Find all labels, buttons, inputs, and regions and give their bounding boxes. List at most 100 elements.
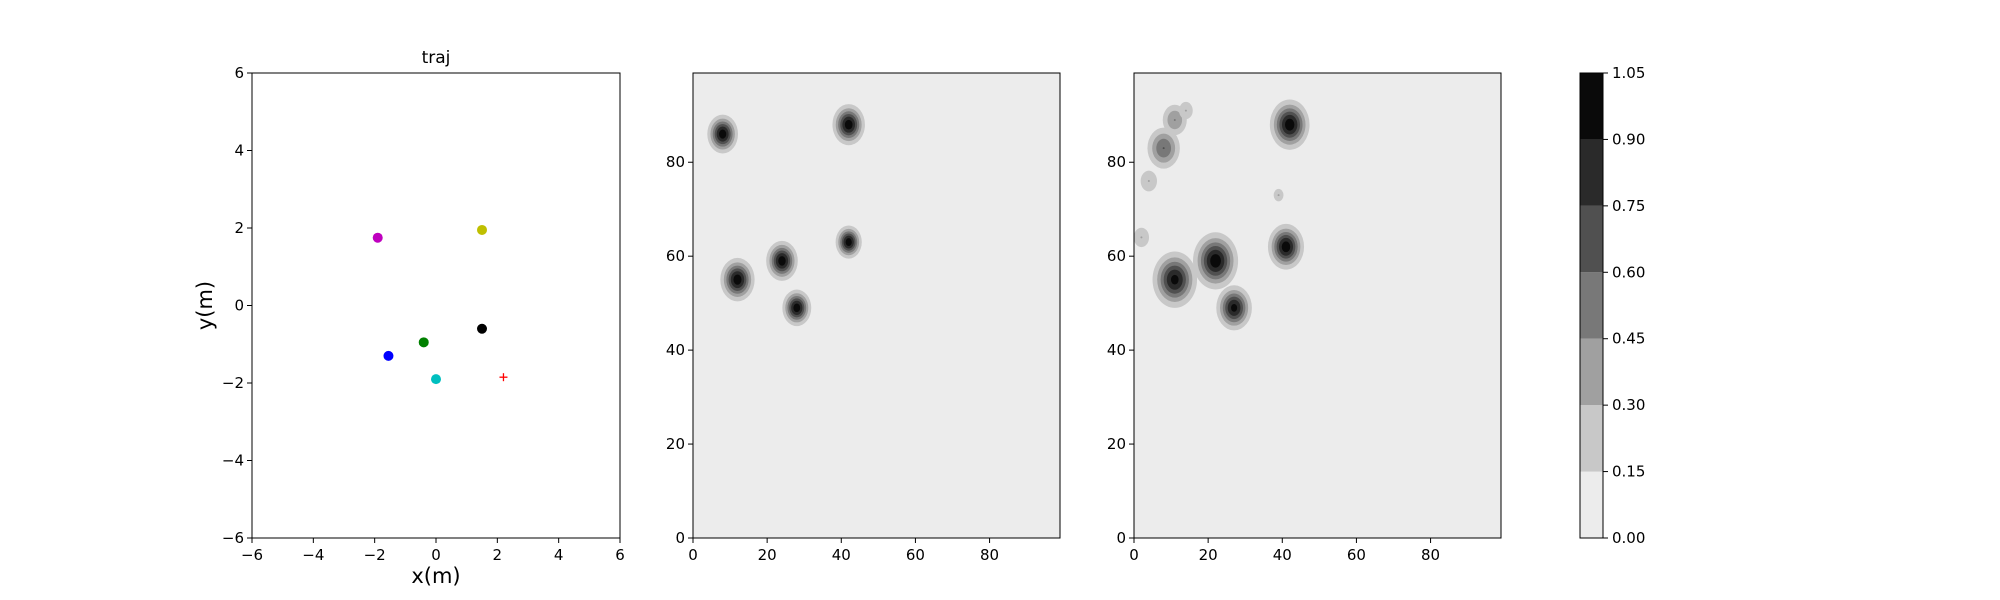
obstacle-blob [782,289,812,327]
x-tick-label: 0 [1129,546,1139,564]
contour-level [1147,180,1150,183]
map2-ticks: 0 20 40 60 80 0 20 40 60 80 [1107,153,1440,564]
map2-background [1134,73,1501,538]
colorbar-band [1580,338,1603,406]
map1-background [693,73,1060,538]
x-tick-label: 20 [758,546,777,564]
y-tick-label: 20 [1107,435,1126,453]
contour-level [719,129,727,139]
x-tick-label: −6 [241,546,263,564]
colorbar-tick-label: 0.90 [1612,130,1645,148]
contour-level [845,238,852,246]
y-tick-label: 2 [234,219,244,237]
colorbar-band [1580,471,1603,538]
obstacle-blob [1179,101,1193,120]
colorbar-tick-label: 0.75 [1612,197,1645,215]
y-tick-label: 6 [234,64,244,82]
y-tick-label: 60 [1107,247,1126,265]
traj-points [372,224,508,385]
y-tick-label: 80 [1107,153,1126,171]
obstacle-blob [1152,251,1198,308]
contour-level [1170,274,1179,285]
map1-ticks: 0 20 40 60 80 0 20 40 60 80 [666,153,999,564]
y-tick-label: 40 [1107,341,1126,359]
colorbar-tick-label: 0.60 [1612,263,1645,281]
obstacle-blob [766,240,798,281]
goal-marker [499,373,508,382]
y-tick-label: 0 [1116,529,1126,547]
y-tick-label: −4 [222,452,244,470]
colorbar-band [1580,139,1603,206]
colorbar-band [1580,73,1603,140]
contour-level [1162,147,1165,150]
contour-level [844,119,853,130]
contour-level [733,274,742,285]
colorbar-band [1580,205,1603,273]
map2-axes-frame [1133,72,1502,539]
colorbar-band [1580,405,1603,472]
map-panel-1: 0 20 40 60 80 0 20 40 60 80 [666,72,1061,564]
contour-level [778,256,786,266]
y-tick-label: 80 [666,153,685,171]
obstacle-blob [1267,223,1305,270]
x-tick-label: 80 [1421,546,1440,564]
obstacle-blob [835,225,862,259]
agent-point [418,337,429,348]
colorbar-band [1580,272,1603,339]
y-tick-label: −6 [222,529,244,547]
x-tick-label: 4 [554,546,564,564]
y-tick-label: −2 [222,374,244,392]
contour-level [793,303,801,313]
obstacle-blob [832,104,865,146]
colorbar-bands [1580,73,1603,538]
y-tick-label: 4 [234,142,244,160]
x-tick-label: 40 [832,546,851,564]
map-panel-2: 0 20 40 60 80 0 20 40 60 80 [1107,72,1502,564]
agent-point [477,323,487,334]
x-tick-label: 60 [1347,546,1366,564]
colorbar-ticks: 0.00 0.15 0.30 0.45 0.60 0.75 0.90 1.05 [1603,64,1645,547]
colorbar-tick-label: 0.15 [1612,463,1645,481]
obstacle-blob [1269,99,1310,150]
x-tick-label: 0 [431,546,441,564]
y-tick-label: 60 [666,247,685,265]
colorbar-frame [1579,72,1604,539]
y-tick-label: 0 [675,529,685,547]
colorbar: 0.00 0.15 0.30 0.45 0.60 0.75 0.90 1.05 [1579,64,1645,547]
contour-level [1231,303,1238,312]
obstacle-blob [1147,127,1180,169]
traj-xlabel: x(m) [411,564,460,588]
x-tick-label: −4 [302,546,324,564]
x-tick-label: −2 [364,546,386,564]
traj-ylabel: y(m) [193,281,217,330]
obstacle-blob [707,114,739,154]
x-tick-label: 60 [906,546,925,564]
x-tick-label: 40 [1273,546,1292,564]
obstacle-blob [720,257,755,302]
contour-level [1277,194,1280,197]
obstacle-blob [1133,227,1150,248]
x-tick-label: 20 [1199,546,1218,564]
agent-point [372,232,383,243]
traj-axes-frame [251,72,621,539]
colorbar-tick-label: 0.30 [1612,396,1645,414]
traj-title: traj [422,48,451,68]
agent-point [431,374,441,385]
contour-level [1285,118,1295,131]
map2-blobs [1133,99,1310,331]
obstacle-blob [1273,188,1284,202]
agent-point [477,224,487,235]
colorbar-tick-label: 0.00 [1612,529,1645,547]
contour-level [1173,118,1176,121]
y-tick-label: 40 [666,341,685,359]
colorbar-tick-label: 1.05 [1612,64,1645,82]
x-tick-label: 6 [615,546,625,564]
y-tick-label: 20 [666,435,685,453]
x-tick-label: 0 [688,546,698,564]
obstacle-blob [1192,232,1239,290]
contour-level [1281,241,1291,253]
traj-ticks: −6 −4 −2 0 2 4 6 −6 −4 −2 0 2 4 6 [222,64,625,564]
contour-level [1140,236,1143,239]
x-tick-label: 2 [493,546,503,564]
